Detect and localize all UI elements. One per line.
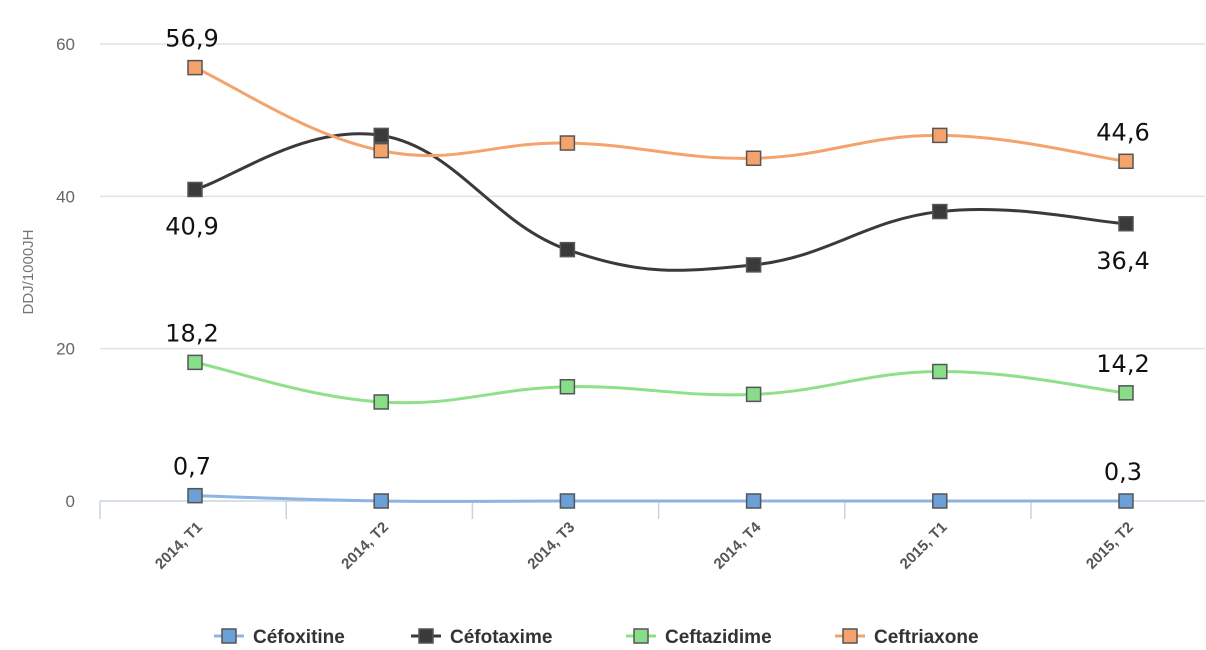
- data-point-cefoxitine: [932, 493, 948, 509]
- data-point-ceftriaxone: [932, 127, 948, 144]
- legend: Céfoxitine Céfotaxime Ceftazidime Ceftriaxo…: [214, 627, 979, 648]
- data-point-ceftriaxone: [1118, 153, 1134, 170]
- data-label: 0,7: [173, 453, 211, 481]
- series-line-ceftriaxone: [194, 66, 1127, 163]
- data-point-cefoxitine: [187, 487, 203, 504]
- x-axis: [99, 500, 1205, 519]
- data-label: 36,4: [1096, 247, 1149, 275]
- legend-item-cefotaxime: Céfotaxime: [411, 627, 552, 648]
- data-point-ceftriaxone: [559, 135, 576, 151]
- legend-marker: [221, 628, 237, 644]
- data-point-cefotaxime: [1118, 216, 1134, 232]
- legend-item-cefoxitine: Céfoxitine: [214, 627, 345, 648]
- series-line-ceftazidime: [194, 360, 1127, 405]
- data-point-cefotaxime: [559, 241, 576, 258]
- data-label: 44,6: [1096, 118, 1149, 146]
- data-point-ceftazidime: [932, 363, 948, 380]
- data-point-cefotaxime: [373, 127, 389, 144]
- grid-lines: [100, 43, 1205, 350]
- y-axis-label: DDJ/1000JH: [20, 229, 37, 314]
- y-tick-label: 40: [56, 187, 75, 206]
- data-labels: 0,7 0,3 40,9 36,4 18,2 14,2 56,9 44,6: [165, 25, 1149, 486]
- data-point-ceftazidime: [373, 394, 389, 410]
- legend-label: Ceftriaxone: [874, 627, 979, 648]
- legend-item-ceftriaxone: Ceftriaxone: [835, 627, 979, 648]
- series-lines: [194, 66, 1127, 503]
- x-axis-ticks: 2014, T1 2014, T2 2014, T3 2014, T4 2015, T1…: [152, 518, 1137, 572]
- data-label: 14,2: [1096, 350, 1149, 378]
- data-label: 0,3: [1104, 458, 1142, 486]
- data-point-cefotaxime: [932, 203, 948, 220]
- data-point-ceftazidime: [745, 386, 762, 403]
- data-point-cefoxitine: [745, 493, 762, 509]
- data-point-ceftriaxone: [745, 150, 762, 166]
- legend-label: Céfoxitine: [253, 627, 345, 648]
- x-tick-label: 2014, T2: [338, 519, 392, 573]
- data-point-cefotaxime: [187, 181, 203, 198]
- y-axis-ticks: 0 20 40 60: [56, 35, 75, 511]
- x-tick-label: 2014, T1: [152, 519, 206, 573]
- data-point-cefotaxime: [745, 257, 762, 273]
- data-point-cefoxitine: [373, 493, 389, 509]
- series-markers: [187, 59, 1134, 509]
- data-point-ceftriaxone: [187, 59, 203, 76]
- data-label: 40,9: [165, 212, 218, 240]
- data-point-ceftazidime: [1118, 385, 1134, 401]
- x-tick-label: 2014, T4: [711, 518, 765, 572]
- legend-item-ceftazidime: Ceftazidime: [626, 627, 772, 648]
- legend-label: Ceftazidime: [665, 627, 772, 648]
- legend-marker: [842, 628, 858, 644]
- y-tick-label: 0: [66, 492, 75, 511]
- legend-marker: [633, 628, 649, 644]
- x-tick-label: 2014, T3: [524, 519, 578, 573]
- x-tick-label: 2015, T1: [897, 519, 951, 573]
- data-point-ceftriaxone: [373, 142, 389, 159]
- y-tick-label: 60: [56, 35, 75, 54]
- series-line-cefotaxime: [194, 132, 1127, 272]
- legend-label: Céfotaxime: [450, 627, 552, 648]
- y-tick-label: 20: [56, 340, 75, 359]
- legend-marker: [418, 628, 434, 644]
- data-label: 18,2: [165, 319, 218, 347]
- data-point-cefoxitine: [559, 493, 576, 509]
- data-point-cefoxitine: [1118, 493, 1134, 509]
- x-tick-label: 2015, T2: [1083, 519, 1137, 573]
- data-point-ceftazidime: [187, 354, 203, 371]
- data-label: 56,9: [165, 25, 218, 53]
- series-line-cefoxitine: [194, 494, 1126, 503]
- data-point-ceftazidime: [559, 379, 576, 395]
